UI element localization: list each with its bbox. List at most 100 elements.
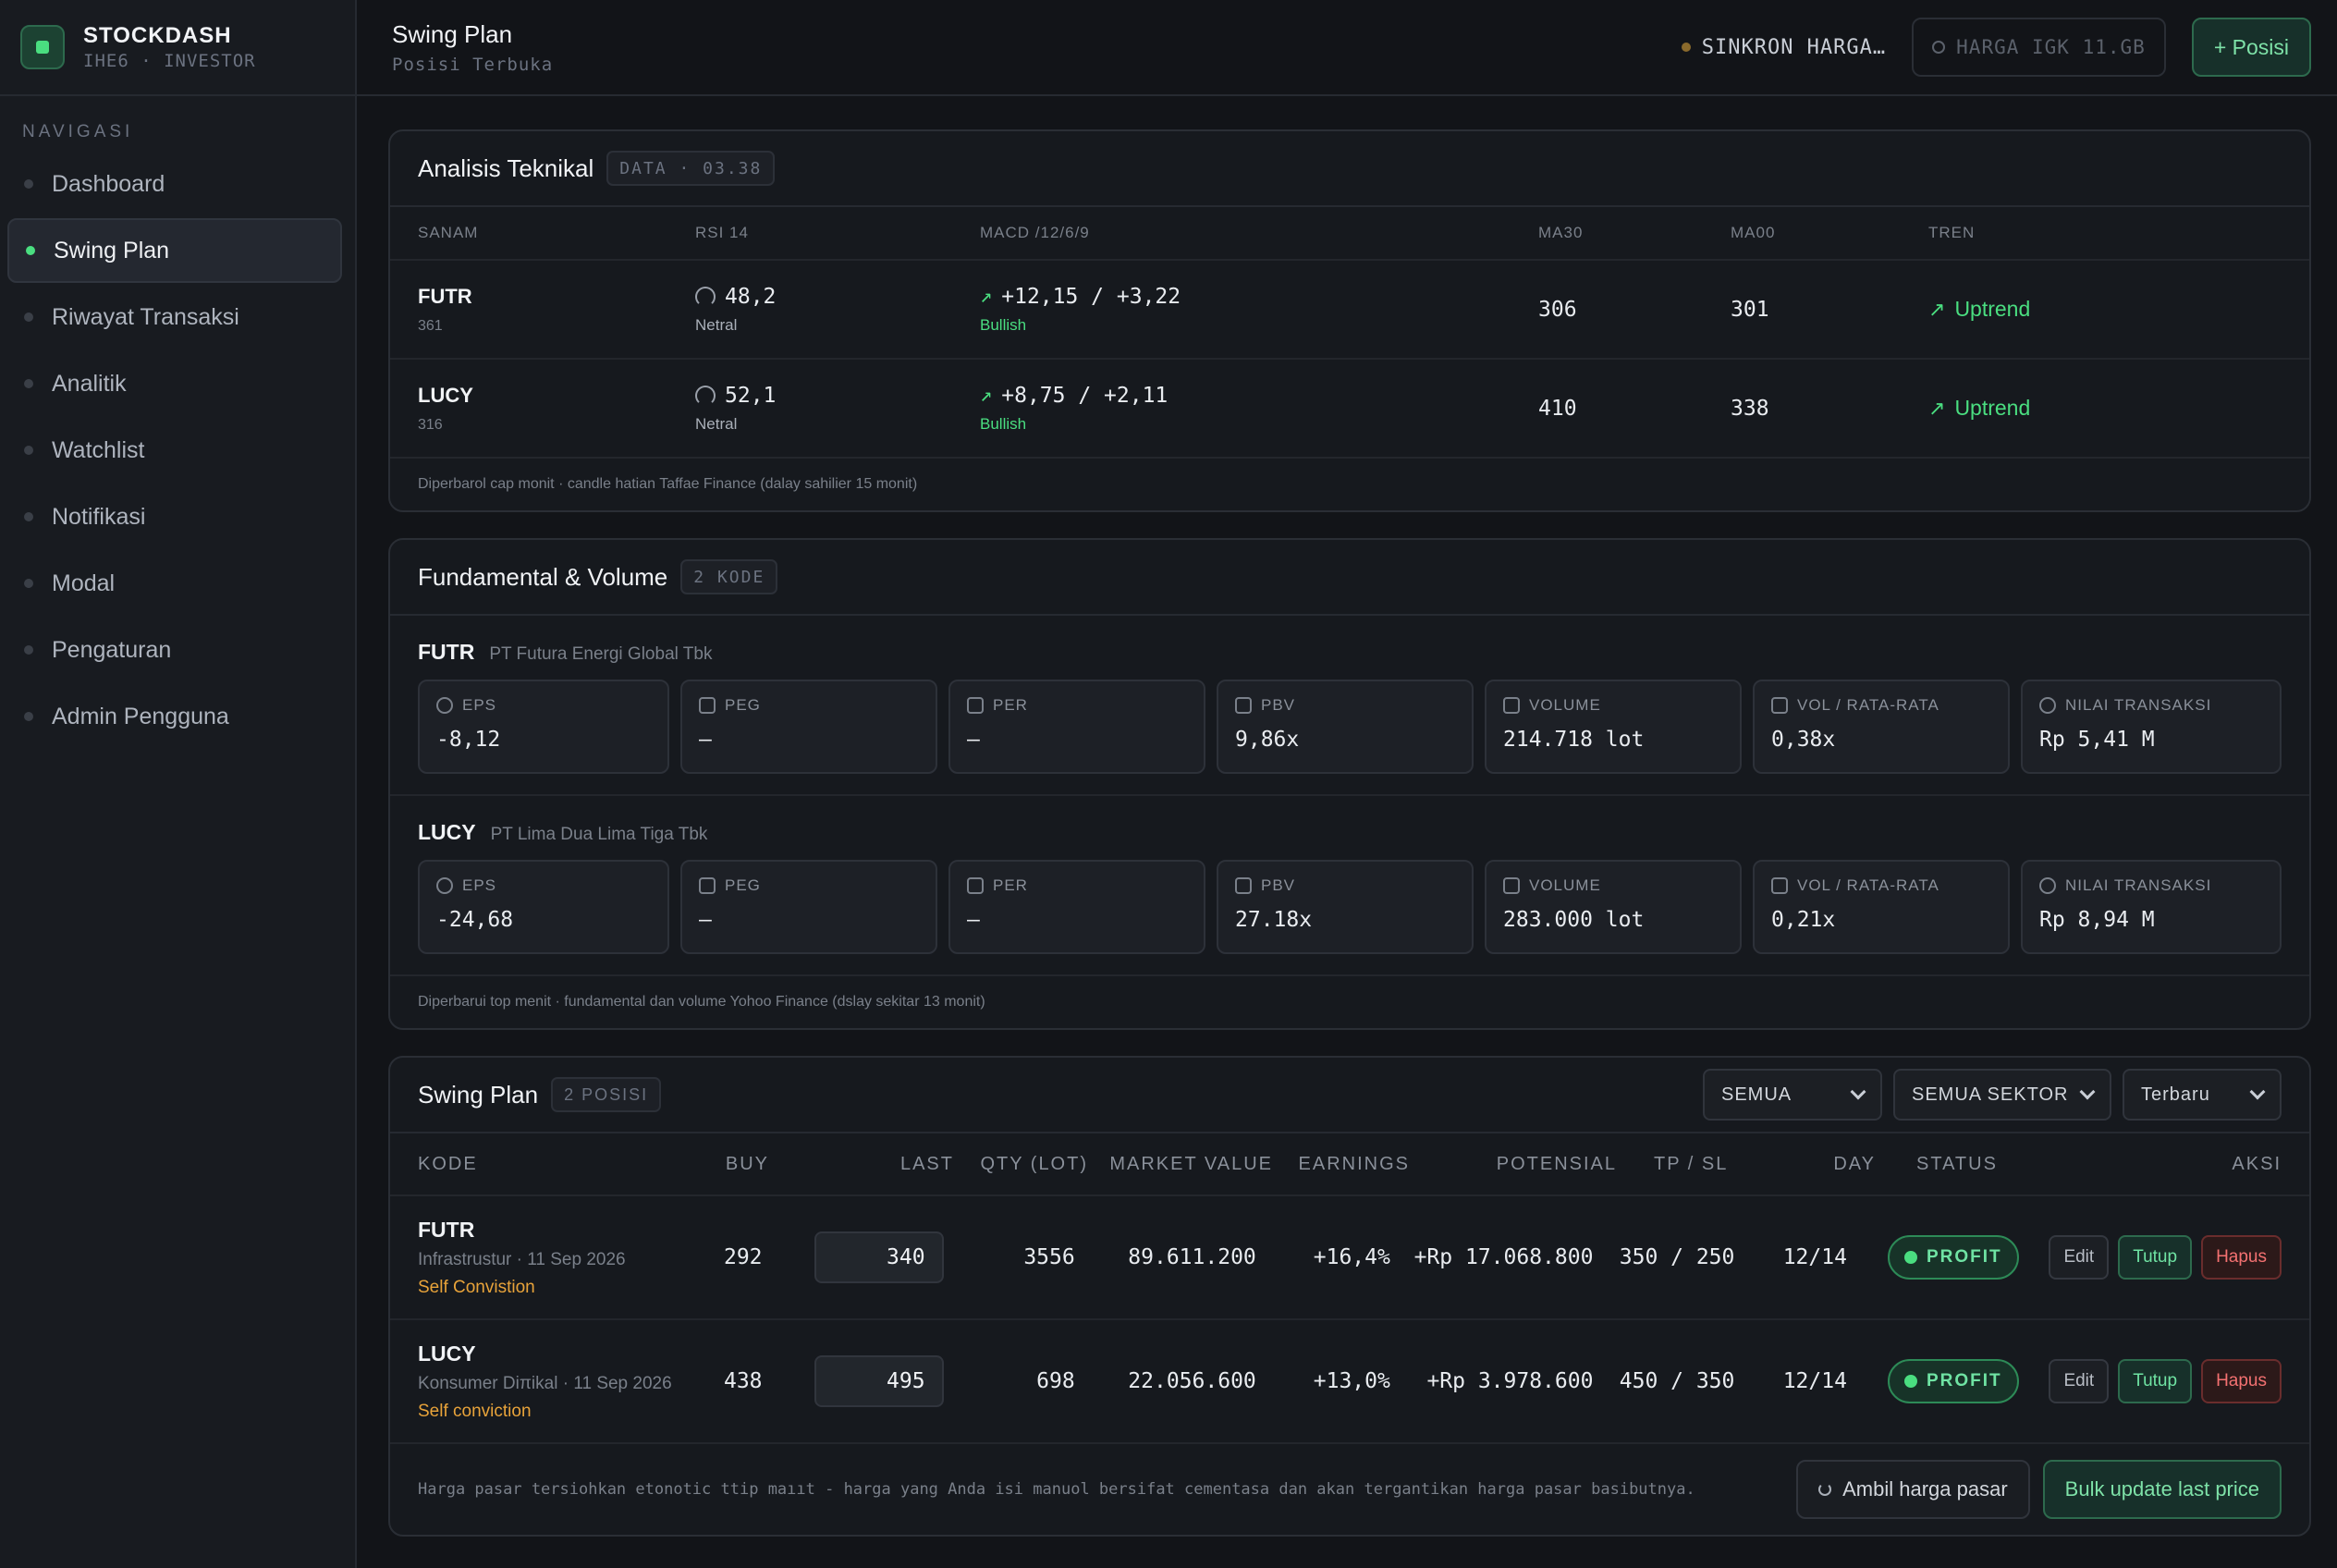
trending-up-icon: ↗ [1928, 396, 1946, 420]
bar-chart-icon [1503, 877, 1520, 894]
bar-chart-icon [1503, 697, 1520, 714]
page-title: Swing Plan [392, 19, 513, 48]
metric-value: – [967, 728, 980, 752]
chevron-down-icon [2079, 1084, 2096, 1100]
price-chip[interactable]: HARGA IGK 11.GB [1912, 18, 2166, 77]
delete-button[interactable]: Hapus [2201, 1235, 2282, 1280]
metric-label: VOL / RATA-RATA [1797, 876, 1939, 894]
ma00-value: 338 [1731, 396, 1769, 421]
gauge-icon [695, 286, 716, 307]
ticker-sub: 316 [418, 416, 443, 433]
tp-sl: 350 / 250 [1619, 1245, 1735, 1269]
ticker-sub: 361 [418, 317, 443, 334]
sidebar-item-swing-plan[interactable]: Swing Plan [7, 218, 342, 283]
card-title: Fundamental & Volume [418, 562, 668, 591]
sync-status: SINKRON HARGA… [1681, 36, 1886, 59]
column-header: STATUS [1916, 1153, 1998, 1174]
sidebar-item-watchlist[interactable]: Watchlist [7, 418, 342, 483]
metric-label: PEG [725, 696, 761, 714]
ticker-symbol: LUCY [418, 383, 473, 407]
last-price-input[interactable]: 340 [814, 1231, 944, 1283]
nav-dot-icon [24, 312, 33, 322]
metric-card: EPS -8,12 [418, 680, 669, 774]
sector-date: Infrastrustur · 11 Sep 2026 [418, 1249, 626, 1269]
metric-label: NILAI TRANSAKSI [2065, 696, 2212, 714]
sidebar-item-modal[interactable]: Modal [7, 551, 342, 616]
metric-label: PER [993, 696, 1028, 714]
metric-value: Rp 8,94 M [2039, 908, 2155, 932]
rsi-value: 48,2 [725, 284, 777, 309]
sidebar-item-riwayat-transaksi[interactable]: Riwayat Transaksi [7, 285, 342, 349]
nav-title: NAVIGASI [22, 122, 134, 141]
sidebar-item-label: Riwayat Transaksi [52, 303, 239, 330]
metric-card: VOLUME 214.718 lot [1485, 680, 1742, 774]
sidebar-item-pengaturan[interactable]: Pengaturan [7, 618, 342, 682]
metric-value: – [699, 908, 712, 932]
status-label: PROFIT [1926, 1371, 2002, 1390]
macd-value: +12,15 / +3,22 [1001, 284, 1181, 309]
check-icon [1903, 1375, 1917, 1388]
edit-button[interactable]: Edit [2049, 1359, 2110, 1403]
sidebar-item-label: Pengaturan [52, 636, 172, 663]
metric-value: 283.000 lot [1503, 908, 1645, 932]
metric-value: Rp 5,41 M [2039, 728, 2155, 752]
close-position-button[interactable]: Tutup [2118, 1235, 2193, 1280]
status-badge: PROFIT [1887, 1359, 2019, 1403]
day-count: 12/14 [1782, 1245, 1847, 1269]
document-icon [1235, 877, 1252, 894]
metric-card: EPS -24,68 [418, 860, 669, 954]
sort-select[interactable]: Terbaru [2123, 1069, 2282, 1121]
potential: +Rp 17.068.800 [1413, 1245, 1594, 1269]
main-area: Swing Plan Posisi Terbuka SINKRON HARGA…… [357, 0, 2337, 1568]
status-filter-select[interactable]: SEMUA [1703, 1069, 1882, 1121]
brand-name: STOCKDASH [83, 23, 232, 48]
metric-card: PBV 9,86x [1217, 680, 1474, 774]
metric-label: EPS [462, 876, 497, 894]
bulk-update-button[interactable]: Bulk update last price [2042, 1460, 2282, 1519]
fetch-market-price-button[interactable]: Ambil harga pasar [1796, 1460, 2030, 1519]
status-badge: PROFIT [1887, 1235, 2019, 1280]
bar-chart-icon [1771, 697, 1788, 714]
ma00-value: 301 [1731, 297, 1769, 322]
document-icon [967, 697, 984, 714]
last-price-input[interactable]: 495 [814, 1355, 944, 1407]
ticker-symbol: LUCY [418, 1341, 476, 1366]
column-header: MA30 [1538, 224, 1584, 241]
metric-label: PBV [1261, 876, 1296, 894]
fundamental-block: FUTR PT Futura Energi Global Tbk EPS -8,12… [390, 616, 2309, 796]
sidebar-item-notifikasi[interactable]: Notifikasi [7, 484, 342, 549]
ma30-value: 306 [1538, 297, 1577, 322]
table-row: LUCY 316 52,1 Netral ↗ +8,75 / +2,11 Bullish… [390, 360, 2309, 459]
card-title: Swing Plan [418, 1080, 539, 1109]
sidebar-item-admin-pengguna[interactable]: Admin Pengguna [7, 684, 342, 749]
metric-label: NILAI TRANSAKSI [2065, 876, 2212, 894]
column-header: LAST [899, 1153, 954, 1174]
dollar-icon [2039, 697, 2056, 714]
sector-filter-select[interactable]: SEMUA SEKTOR [1893, 1069, 2111, 1121]
bar-chart-icon [1771, 877, 1788, 894]
edit-button[interactable]: Edit [2049, 1235, 2110, 1280]
nav-dot-icon [24, 579, 33, 588]
swing-footer: Harga pasar tersiohkan etonotic ttip maı… [390, 1444, 2309, 1535]
sidebar-item-dashboard[interactable]: Dashboard [7, 152, 342, 216]
swing-plan-card: Swing Plan 2 POSISI SEMUA SEMUA SEKTOR T… [388, 1056, 2311, 1537]
count-tag: 2 KODE [680, 559, 778, 594]
delete-button[interactable]: Hapus [2201, 1359, 2282, 1403]
close-position-button[interactable]: Tutup [2118, 1359, 2193, 1403]
coin-icon [436, 697, 453, 714]
metric-card: NILAI TRANSAKSI Rp 8,94 M [2021, 860, 2282, 954]
sidebar-item-analitik[interactable]: Analitik [7, 351, 342, 416]
metric-value: 27.18x [1235, 908, 1313, 932]
company-name: PT Lima Dua Lima Tiga Tbk [490, 825, 708, 844]
metric-card: VOL / RATA-RATA 0,38x [1753, 680, 2010, 774]
conviction-label: Self conviction [418, 1401, 532, 1421]
gauge-icon [695, 385, 716, 406]
metric-card: PER – [948, 680, 1205, 774]
metric-label: PBV [1261, 696, 1296, 714]
metric-value: 214.718 lot [1503, 728, 1645, 752]
add-position-button[interactable]: + Posisi [2191, 18, 2311, 77]
metric-value: – [967, 908, 980, 932]
column-header: POTENSIAL [1496, 1153, 1617, 1174]
column-header: MARKET VALUE [1109, 1153, 1273, 1174]
brand-subtitle: IHE6 · INVESTOR [83, 51, 256, 71]
